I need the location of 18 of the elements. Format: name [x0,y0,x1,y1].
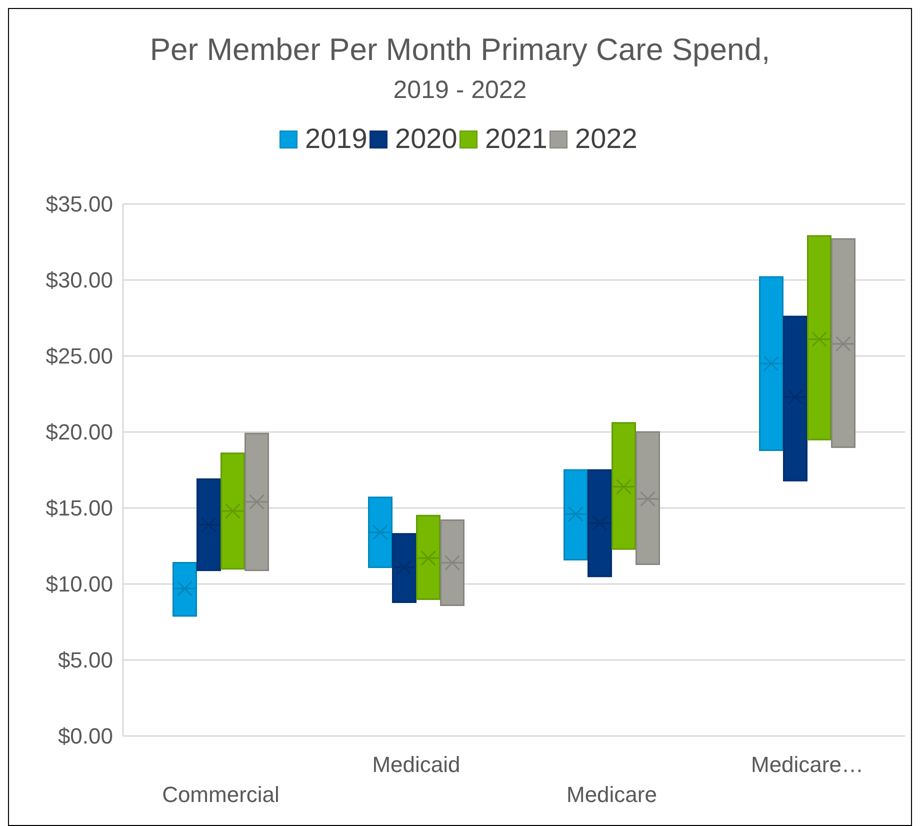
x-tick-label: Commercial [162,782,280,807]
x-tick-label: Medicare… [751,752,864,777]
chart-subtitle: 2019 - 2022 [393,76,527,104]
x-tick-label: Medicaid [372,752,460,777]
y-tick-label: $30.00 [46,268,113,293]
y-tick-label: $25.00 [46,344,113,369]
y-tick-label: $0.00 [58,724,113,749]
y-tick-label: $15.00 [46,496,113,521]
x-tick-label: Medicare [566,782,657,807]
legend-label: 2021 [485,123,548,154]
legend-label: 2022 [575,123,638,154]
legend-label: 2019 [305,123,368,154]
legend-label: 2020 [395,123,458,154]
y-tick-label: $20.00 [46,420,113,445]
y-tick-label: $5.00 [58,648,113,673]
y-tick-label: $35.00 [46,192,113,217]
y-tick-label: $10.00 [46,572,113,597]
chart-title: Per Member Per Month Primary Care Spend, [150,32,770,67]
